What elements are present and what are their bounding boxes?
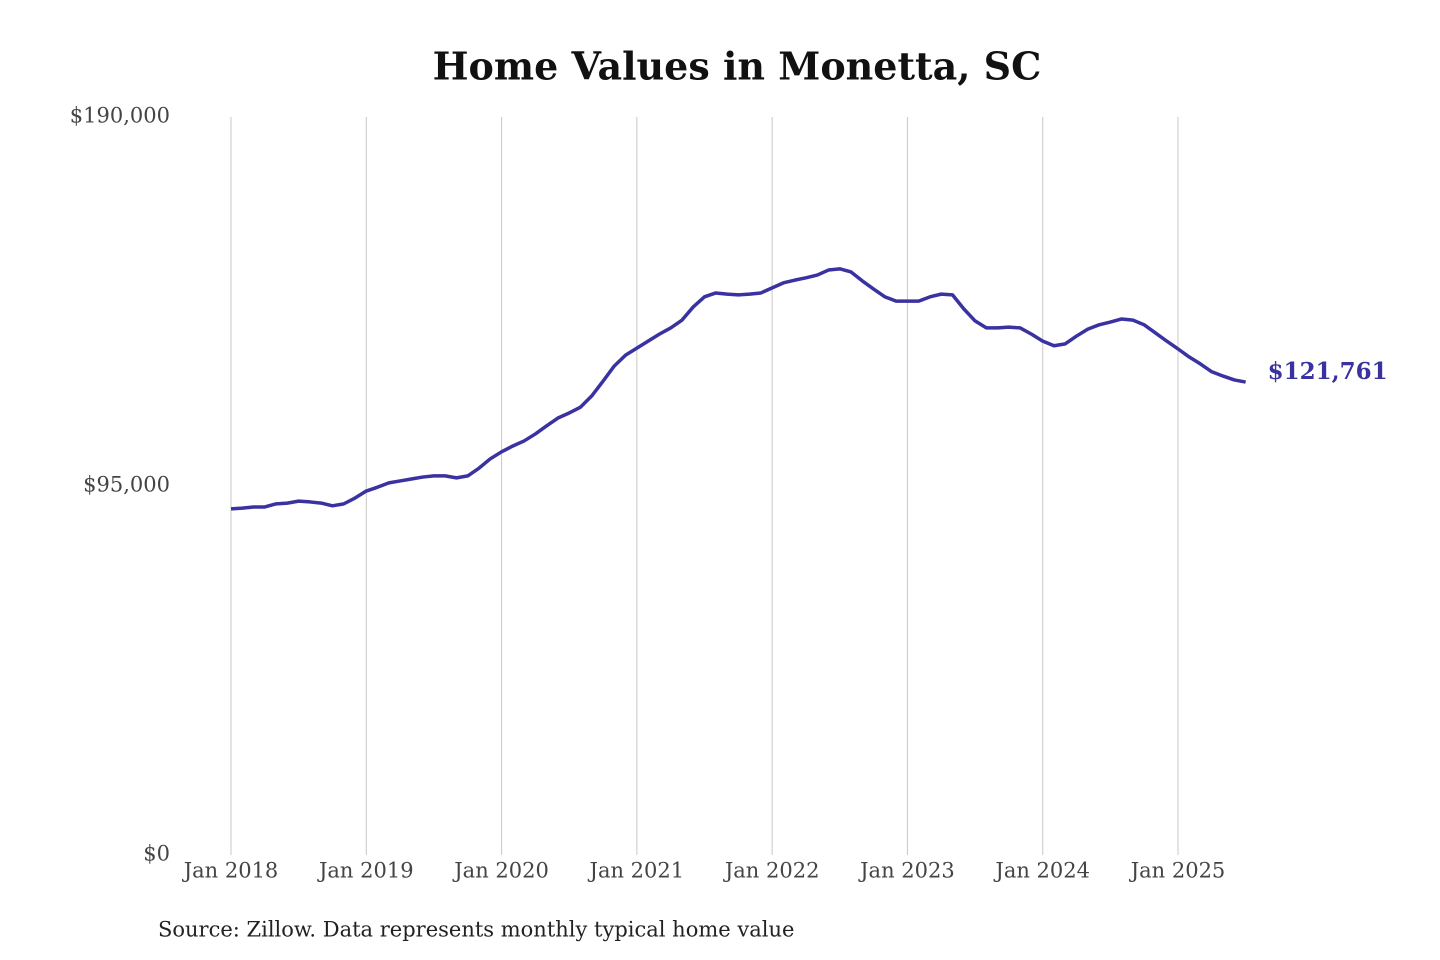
source-note: Source: Zillow. Data represents monthly … <box>158 918 794 942</box>
x-tick-label: Jan 2019 <box>317 859 414 883</box>
y-tick-label: $95,000 <box>83 473 170 497</box>
x-tick-label: Jan 2020 <box>452 859 549 883</box>
x-tick-label: Jan 2018 <box>182 859 279 883</box>
x-tick-label: Jan 2022 <box>723 859 820 883</box>
x-tick-label: Jan 2021 <box>588 859 685 883</box>
y-tick-label: $0 <box>143 842 170 866</box>
x-tick-label: Jan 2025 <box>1129 859 1226 883</box>
y-tick-label: $190,000 <box>70 104 170 128</box>
chart-title: Home Values in Monetta, SC <box>433 44 1042 89</box>
data-line <box>230 267 1246 511</box>
end-value-label: $121,761 <box>1268 358 1388 385</box>
x-tick-label: Jan 2023 <box>858 859 955 883</box>
x-tick-label: Jan 2024 <box>993 859 1090 883</box>
